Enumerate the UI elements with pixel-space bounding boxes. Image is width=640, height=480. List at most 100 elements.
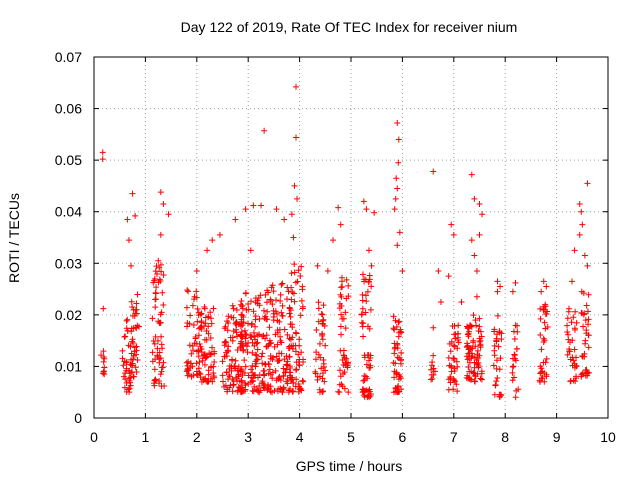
scatter-point — [362, 292, 369, 299]
scatter-point — [343, 276, 350, 283]
scatter-point — [157, 231, 164, 238]
scatter-point — [192, 333, 199, 340]
scatter-point — [292, 383, 299, 390]
scatter-point — [127, 343, 134, 350]
scatter-point — [229, 302, 236, 309]
scatter-point — [584, 180, 591, 187]
scatter-point — [128, 298, 135, 305]
scatter-point — [292, 367, 299, 374]
scatter-point — [195, 332, 202, 339]
scatter-point — [158, 368, 165, 375]
scatter-point — [496, 328, 503, 335]
scatter-point — [465, 350, 472, 357]
scatter-point — [153, 284, 160, 291]
scatter-point — [286, 354, 293, 361]
scatter-point — [338, 293, 345, 300]
scatter-point — [371, 209, 378, 216]
scatter-point — [152, 376, 159, 383]
scatter-point — [203, 336, 210, 343]
scatter-point — [429, 359, 436, 366]
scatter-point — [576, 231, 583, 238]
scatter-point — [493, 357, 500, 364]
scatter-point — [296, 336, 303, 343]
scatter-point — [249, 349, 256, 356]
scatter-point — [154, 270, 161, 277]
scatter-point — [155, 257, 162, 264]
scatter-point — [538, 288, 545, 295]
scatter-point — [362, 373, 369, 380]
scatter-point — [397, 326, 404, 333]
scatter-point — [198, 378, 205, 385]
scatter-point — [260, 368, 267, 375]
scatter-point — [207, 335, 214, 342]
scatter-point — [363, 206, 370, 213]
y-axis-title: ROTI / TECUs — [6, 193, 22, 283]
scatter-point — [288, 270, 295, 277]
scatter-point — [394, 242, 401, 249]
scatter-point — [126, 389, 133, 396]
scatter-point — [582, 372, 589, 379]
chart-title: Day 122 of 2019, Rate Of TEC Index for r… — [181, 19, 518, 35]
scatter-point — [537, 369, 544, 376]
scatter-point — [270, 288, 277, 295]
scatter-point — [193, 360, 200, 367]
scatter-point — [152, 289, 159, 296]
scatter-point — [196, 370, 203, 377]
scatter-point — [448, 363, 455, 370]
scatter-point — [193, 340, 200, 347]
scatter-point — [360, 271, 367, 278]
scatter-point — [121, 384, 128, 391]
scatter-point — [128, 262, 135, 269]
scatter-point — [287, 313, 294, 320]
scatter-point — [223, 339, 230, 346]
scatter-point — [128, 362, 135, 369]
scatter-point — [278, 386, 285, 393]
scatter-point — [315, 351, 322, 358]
scatter-point — [542, 359, 549, 366]
scatter-point — [239, 333, 246, 340]
scatter-point — [470, 339, 477, 346]
scatter-point — [252, 351, 259, 358]
scatter-point — [514, 322, 521, 329]
scatter-point — [183, 359, 190, 366]
scatter-point — [342, 309, 349, 316]
scatter-point — [191, 293, 198, 300]
scatter-point — [267, 340, 274, 347]
scatter-point — [493, 365, 500, 372]
scatter-point — [289, 334, 296, 341]
scatter-point — [322, 367, 329, 374]
scatter-point — [267, 371, 274, 378]
scatter-point — [365, 352, 372, 359]
scatter-point — [202, 320, 209, 327]
scatter-point — [509, 369, 516, 376]
scatter-point — [394, 354, 401, 361]
scatter-point — [151, 275, 158, 282]
scatter-point — [190, 322, 197, 329]
scatter-point — [582, 317, 589, 324]
scatter-point — [431, 368, 438, 375]
scatter-point — [543, 283, 550, 290]
scatter-point — [157, 261, 164, 268]
scatter-point — [336, 381, 343, 388]
scatter-point — [159, 345, 166, 352]
scatter-point — [468, 171, 475, 178]
scatter-point — [273, 206, 280, 213]
scatter-point — [256, 316, 263, 323]
scatter-point — [197, 324, 204, 331]
scatter-point — [278, 281, 285, 288]
scatter-point — [475, 364, 482, 371]
scatter-point — [493, 338, 500, 345]
scatter-point — [198, 319, 205, 326]
scatter-point — [296, 386, 303, 393]
scatter-point — [452, 335, 459, 342]
scatter-point — [277, 297, 284, 304]
scatter-point — [337, 221, 344, 228]
scatter-point — [314, 373, 321, 380]
scatter-point — [248, 366, 255, 373]
scatter-point — [290, 380, 297, 387]
scatter-point — [159, 289, 166, 296]
y-tick-label: 0.05 — [55, 152, 82, 168]
scatter-point — [345, 389, 352, 396]
scatter-point — [319, 336, 326, 343]
scatter-point — [358, 319, 365, 326]
